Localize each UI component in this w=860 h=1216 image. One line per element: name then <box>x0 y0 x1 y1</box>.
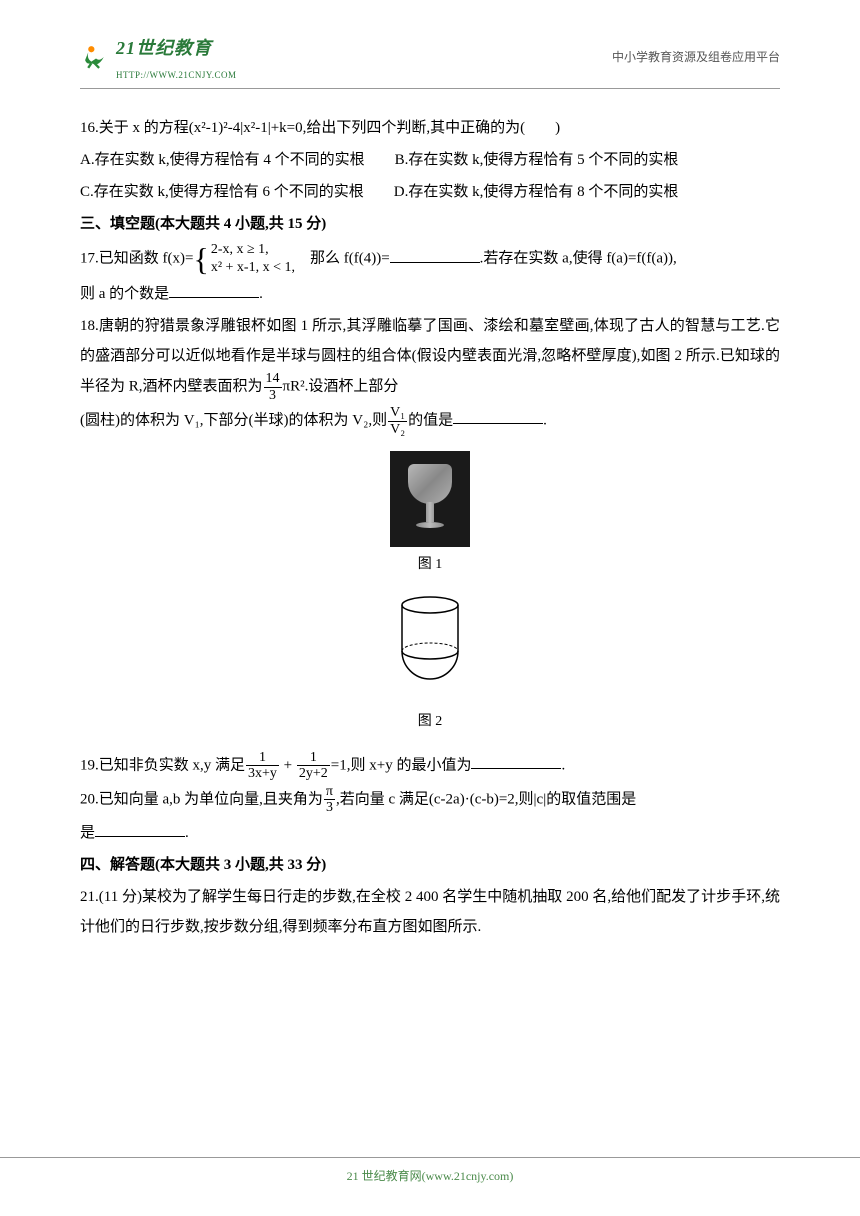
q18-p2c: . <box>543 412 547 428</box>
fig1-caption: 图 1 <box>80 551 780 579</box>
q16-D: D.存在实数 k,使得方程恰有 8 个不同的实根 <box>394 184 679 200</box>
q19-blank <box>471 754 561 769</box>
q16-C: C.存在实数 k,使得方程恰有 6 个不同的实根 <box>80 184 364 200</box>
q18-frac14: 143 <box>264 371 282 403</box>
q17-blank2 <box>169 283 259 298</box>
header-right-text: 中小学教育资源及组卷应用平台 <box>612 45 780 69</box>
q19-frac1: 13x+y <box>246 750 279 782</box>
q19-eq: =1,则 x+y 的最小值为 <box>331 757 472 773</box>
q21: 21.(11 分)某校为了解学生每日行走的步数,在全校 2 400 名学生中随机… <box>80 882 780 942</box>
q16-options-row1: A.存在实数 k,使得方程恰有 4 个不同的实根 B.存在实数 k,使得方程恰有… <box>80 145 780 175</box>
q17-line1: 17.已知函数 f(x)={2-x, x ≥ 1,x² + x-1, x < 1… <box>80 241 780 277</box>
q17-mid1: 那么 f(f(4))= <box>295 251 390 267</box>
cup-photo <box>390 451 470 547</box>
logo-icon <box>80 43 112 71</box>
content: 16.关于 x 的方程(x²-1)²-4|x²-1|+k=0,给出下列四个判断,… <box>80 113 780 942</box>
q18-fracV: V₁V₂ <box>388 405 407 437</box>
q18-p2b: 的值是 <box>408 412 453 428</box>
q17-prefix: 17.已知函数 f(x)= <box>80 251 193 267</box>
q18-para1: 18.唐朝的狩猎景象浮雕银杯如图 1 所示,其浮雕临摹了国画、漆绘和墓室壁画,体… <box>80 311 780 403</box>
logo: 21世纪教育 HTTP://WWW.21CNJY.COM <box>80 30 237 84</box>
q17-line2: 则 a 的个数是. <box>80 279 780 309</box>
q20-frac: π3 <box>324 784 335 816</box>
q17-piece2: x² + x-1, x < 1, <box>211 260 295 275</box>
page-header: 21世纪教育 HTTP://WWW.21CNJY.COM 中小学教育资源及组卷应… <box>80 30 780 89</box>
q18-p1b: πR².设酒杯上部分 <box>283 379 399 395</box>
q19: 19.已知非负实数 x,y 满足13x+y + 12y+2=1,则 x+y 的最… <box>80 750 780 782</box>
q19-period: . <box>561 757 565 773</box>
section4-title: 四、解答题(本大题共 3 小题,共 33 分) <box>80 850 780 880</box>
fig2-caption: 图 2 <box>80 708 780 736</box>
q18-p1a: 18.唐朝的狩猎景象浮雕银杯如图 1 所示,其浮雕临摹了国画、漆绘和墓室壁画,体… <box>80 318 780 394</box>
q20-blank <box>95 822 185 837</box>
q19-a: 19.已知非负实数 x,y 满足 <box>80 757 245 773</box>
q19-frac2: 12y+2 <box>297 750 330 782</box>
section3-title: 三、填空题(本大题共 4 小题,共 15 分) <box>80 209 780 239</box>
q17-period: . <box>259 286 263 302</box>
q16-B: B.存在实数 k,使得方程恰有 5 个不同的实根 <box>395 152 679 168</box>
q18-blank <box>453 409 543 424</box>
q16-options-row2: C.存在实数 k,使得方程恰有 6 个不同的实根 D.存在实数 k,使得方程恰有… <box>80 177 780 207</box>
page-footer: 21 世纪教育网(www.21cnjy.com) <box>0 1157 860 1188</box>
q19-plus: + <box>280 757 296 773</box>
q18-p2a: (圆柱)的体积为 V₁,下部分(半球)的体积为 V₂,则 <box>80 412 387 428</box>
q20-a: 20.已知向量 a,b 为单位向量,且夹角为 <box>80 791 323 807</box>
logo-sub: HTTP://WWW.21CNJY.COM <box>116 66 237 84</box>
q17-piece1: 2-x, x ≥ 1, <box>211 242 269 257</box>
q20-line2: 是. <box>80 818 780 848</box>
q17-mid2: .若存在实数 a,使得 f(a)=f(f(a)), <box>480 251 677 267</box>
cup-diagram <box>390 593 470 693</box>
q16-A: A.存在实数 k,使得方程恰有 4 个不同的实根 <box>80 152 365 168</box>
q20-b: ,若向量 c 满足(c-2a)·(c-b)=2,则|c|的取值范围是 <box>336 791 636 807</box>
figure2-block: 图 2 <box>80 593 780 736</box>
q18-para2: (圆柱)的体积为 V₁,下部分(半球)的体积为 V₂,则V₁V₂的值是. <box>80 405 780 437</box>
figure1-block: 图 1 <box>80 451 780 579</box>
logo-text: 21世纪教育 <box>116 30 237 66</box>
q20-period: . <box>185 825 189 841</box>
q17-tail: 则 a 的个数是 <box>80 286 169 302</box>
q17-blank1 <box>390 248 480 263</box>
q16-stem: 16.关于 x 的方程(x²-1)²-4|x²-1|+k=0,给出下列四个判断,… <box>80 113 780 143</box>
q20-line1: 20.已知向量 a,b 为单位向量,且夹角为π3,若向量 c 满足(c-2a)·… <box>80 784 780 816</box>
q17-piecewise: {2-x, x ≥ 1,x² + x-1, x < 1, <box>193 241 295 277</box>
